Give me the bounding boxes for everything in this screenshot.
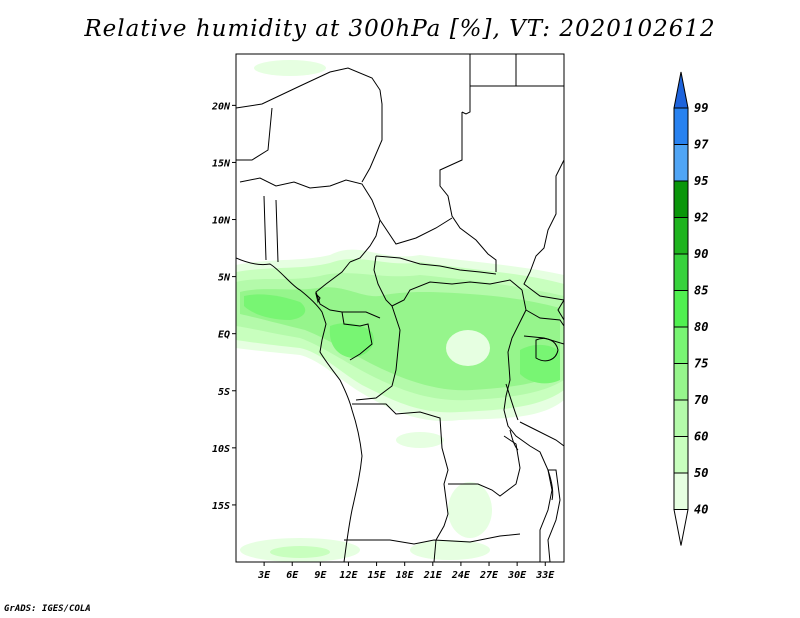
humidity-patch-south-5	[396, 432, 444, 448]
colorbar-segment	[673, 253, 689, 291]
border-north-2	[236, 107, 273, 161]
colorbar-label: 70	[694, 393, 708, 407]
colorbar-top-arrow	[673, 71, 689, 109]
border-congo	[373, 255, 523, 307]
lat-tick-label: 10S	[212, 444, 230, 455]
border-mozambique	[547, 469, 561, 562]
lake-malawi	[547, 469, 554, 501]
lon-tick-label: 9E	[314, 570, 327, 581]
border-car	[375, 217, 497, 275]
lat-tick-label: 5N	[218, 273, 231, 284]
lat-tick-label: 5S	[218, 387, 230, 398]
longitude-axis: 3E 6E 9E 12E 15E 18E 21E 24E 27E 30E 33E	[257, 562, 555, 581]
humidity-patch-south-3	[270, 546, 330, 558]
colorbar-segment	[673, 107, 689, 145]
colorbar-label: 97	[694, 138, 709, 152]
border-angola-south	[344, 533, 521, 545]
lat-tick-label: 20N	[211, 101, 231, 112]
colorbar-label: 75	[694, 357, 708, 371]
border-ethiopia	[523, 159, 564, 301]
colorbar-segment	[673, 399, 689, 437]
colorbar-label: 60	[694, 430, 708, 444]
lon-tick-label: 6E	[286, 570, 299, 581]
colorbar-segment	[673, 180, 689, 218]
border-gabon	[341, 311, 373, 361]
lon-tick-label: 21E	[423, 570, 443, 581]
lon-tick-label: 15E	[368, 570, 387, 581]
coastline-west	[236, 257, 363, 562]
colorbar: 99 97 95 92 90 85 80 75 70 60 50 40	[673, 71, 709, 546]
border-cameroon	[315, 261, 381, 319]
colorbar-segment	[673, 472, 689, 510]
border-east-africa	[503, 289, 553, 562]
humidity-blob-75-east	[520, 344, 560, 384]
lon-tick-label: 3E	[257, 570, 271, 581]
humidity-patch-south-1	[448, 482, 492, 538]
latitude-axis: 20N 15N 10N 5N EQ 5S 10S 15S	[211, 101, 236, 512]
colorbar-label: 95	[694, 174, 708, 188]
humidity-dry-hole	[446, 330, 490, 366]
colorbar-bottom-arrow	[673, 509, 689, 546]
colorbar-label: 99	[694, 101, 708, 115]
humidity-band-70	[240, 287, 560, 391]
grads-credit: GrADS: IGES/COLA	[4, 604, 91, 614]
border-benin	[263, 195, 279, 263]
border-angola	[352, 403, 449, 541]
lat-tick-label: 15N	[212, 158, 231, 169]
border-drc-west	[355, 305, 401, 401]
lon-tick-label: 33E	[535, 570, 555, 581]
colorbar-segment	[673, 363, 689, 401]
border-north-3	[461, 54, 471, 115]
colorbar-label: 50	[694, 466, 708, 480]
lake-tanganyika	[505, 383, 519, 451]
lat-tick-label: EQ	[218, 330, 230, 341]
border-namibia	[433, 539, 437, 562]
humidity-patch-south-4	[410, 540, 490, 560]
humidity-blob-75-center	[329, 323, 374, 358]
humidity-blob-75-west	[244, 294, 306, 320]
colorbar-label: 40	[694, 503, 708, 517]
colorbar-segment	[673, 326, 689, 364]
map-frame	[235, 53, 565, 563]
lat-tick-label: 15S	[212, 501, 230, 512]
colorbar-label: 80	[694, 320, 708, 334]
lon-tick-label: 27E	[479, 570, 499, 581]
lon-tick-label: 12E	[339, 570, 358, 581]
colorbar-label: 90	[694, 247, 708, 261]
lat-tick-label: 10N	[212, 216, 231, 227]
colorbar-label: 92	[694, 211, 708, 225]
colorbar-segment	[673, 144, 689, 182]
lon-tick-label: 18E	[396, 570, 415, 581]
colorbar-segment	[673, 290, 689, 328]
lon-tick-label: 30E	[507, 570, 527, 581]
lake-victoria	[535, 337, 559, 362]
island-bioko	[315, 292, 321, 304]
coastline-east	[557, 299, 564, 321]
border-north-1	[236, 67, 383, 183]
humidity-field	[236, 60, 564, 562]
border-chad-sudan	[439, 112, 497, 272]
lon-tick-label: 24E	[451, 570, 471, 581]
colorbar-segment	[673, 217, 689, 255]
humidity-patch-north-1	[254, 60, 326, 76]
colorbar-label: 85	[694, 284, 708, 298]
colorbar-segment	[673, 436, 689, 474]
chart-title: Relative humidity at 300hPa [%], VT: 202…	[84, 16, 716, 42]
border-nigeria	[239, 177, 381, 263]
country-borders	[236, 54, 564, 562]
